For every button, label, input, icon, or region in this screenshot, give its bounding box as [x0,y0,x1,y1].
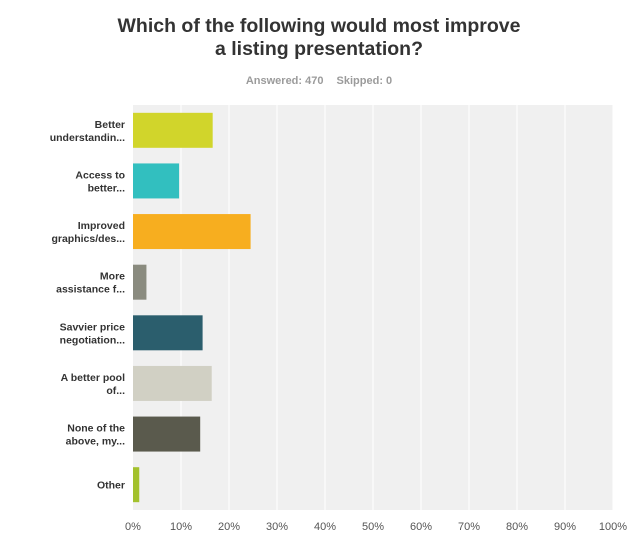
x-tick-label: 90% [554,521,576,533]
category-label-line: better... [88,182,125,194]
bar[interactable] [133,214,251,250]
category-label: None of the above, my... [66,423,125,448]
grid-lines [180,105,614,510]
category-label-line: of... [106,385,125,397]
x-tick-labels: 0% 10% 20% 30% 40% 50% 60% 70% 80% 90% 100% [125,521,627,533]
category-label-line: A better pool [61,372,125,384]
category-label: A better pool of... [61,372,125,397]
category-label: Other [97,480,125,492]
x-tick-label: 100% [599,521,627,533]
category-label-line: Better [95,119,125,131]
x-tick-label: 50% [362,521,384,533]
bar[interactable] [133,467,140,503]
category-label: Improved graphics/des... [51,220,125,245]
category-label-line: Other [97,480,125,492]
category-label-line: None of the [67,423,125,435]
category-label-line: assistance f... [56,284,125,296]
response-stats: Answered: 470 Skipped: 0 [0,75,638,87]
answered-count: Answered: 470 [245,75,324,87]
x-tick-label: 40% [314,521,336,533]
bar[interactable] [133,163,180,199]
bar[interactable] [133,315,203,351]
bars [133,112,251,503]
category-label: Better understandin... [50,119,125,144]
category-label-line: above, my... [66,436,125,448]
category-label-line: More [100,271,125,283]
bar[interactable] [133,416,201,452]
x-tick-label: 80% [506,521,528,533]
chart-title-line-2: a listing presentation? [214,38,424,60]
category-label-line: Improved [78,220,125,232]
skipped-count: Skipped: 0 [336,75,393,87]
bar[interactable] [133,264,147,300]
category-labels: Better understandin... Access to better... I… [50,119,125,492]
category-label-line: negotiation... [60,334,125,346]
category-label-line: Access to [75,169,125,181]
x-tick-label: 30% [266,521,288,533]
x-tick-label: 10% [170,521,192,533]
category-label: More assistance f... [56,271,125,296]
chart-title-line-1: Which of the following would most improv… [117,15,521,37]
category-label-line: understandin... [50,132,125,144]
bar[interactable] [133,365,212,401]
x-tick-label: 20% [218,521,240,533]
x-tick-label: 70% [458,521,480,533]
x-tick-label: 0% [125,521,141,533]
category-label: Savvier price negotiation... [60,321,126,346]
x-tick-label: 60% [410,521,432,533]
bar[interactable] [133,112,213,148]
category-label: Access to better... [75,169,125,194]
category-label-line: graphics/des... [51,233,125,245]
category-label-line: Savvier price [60,321,126,333]
